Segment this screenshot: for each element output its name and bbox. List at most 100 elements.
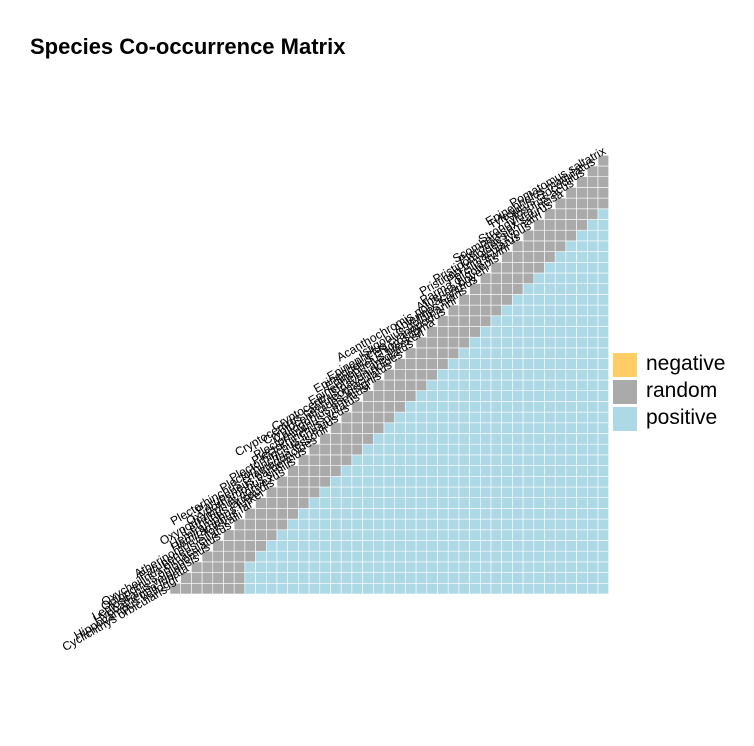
- matrix-cell-positive: [447, 433, 460, 445]
- matrix-cell-positive: [533, 572, 545, 584]
- matrix-cell-positive: [287, 540, 299, 552]
- matrix-cell-positive: [415, 465, 428, 477]
- matrix-cell-positive: [512, 315, 524, 327]
- matrix-cell-positive: [565, 304, 577, 317]
- matrix-cell-positive: [426, 411, 438, 424]
- matrix-cell-positive: [394, 433, 406, 445]
- matrix-cell-positive: [586, 229, 599, 242]
- matrix-cell-positive: [544, 433, 556, 445]
- matrix-cell-positive: [490, 422, 502, 434]
- matrix-cell-positive: [308, 508, 321, 520]
- matrix-cell-positive: [501, 304, 513, 317]
- matrix-cell-positive: [308, 561, 321, 573]
- matrix-cell-positive: [576, 294, 588, 306]
- matrix-cell-positive: [383, 475, 395, 488]
- matrix-cell-positive: [586, 411, 599, 424]
- matrix-cell-positive: [490, 358, 502, 370]
- matrix-cell-random: [405, 368, 417, 381]
- matrix-cell-random: [383, 401, 395, 413]
- matrix-cell-positive: [501, 422, 513, 434]
- matrix-cell-positive: [372, 454, 385, 466]
- matrix-cell-random: [597, 187, 609, 199]
- matrix-cell-positive: [597, 229, 609, 242]
- matrix-cell-positive: [597, 433, 609, 445]
- matrix-cell-positive: [469, 379, 481, 391]
- matrix-cell-positive: [565, 315, 577, 327]
- matrix-cell-positive: [501, 379, 513, 391]
- matrix-cell-positive: [383, 561, 395, 573]
- matrix-cell-positive: [533, 272, 545, 284]
- matrix-cell-positive: [554, 294, 567, 306]
- matrix-cell-positive: [426, 497, 438, 509]
- matrix-cell-positive: [533, 518, 545, 531]
- matrix-cell-positive: [512, 358, 524, 370]
- matrix-cell-positive: [576, 561, 588, 573]
- matrix-cell-positive: [586, 582, 599, 595]
- matrix-cell-positive: [597, 454, 609, 466]
- matrix-cell-random: [372, 422, 385, 434]
- matrix-cell-positive: [501, 358, 513, 370]
- matrix-cell-positive: [490, 529, 502, 541]
- matrix-cell-positive: [469, 422, 481, 434]
- matrix-cell-positive: [597, 572, 609, 584]
- matrix-cell-positive: [362, 475, 374, 488]
- matrix-cell-positive: [469, 561, 481, 573]
- matrix-cell-positive: [490, 401, 502, 413]
- matrix-cell-random: [479, 283, 492, 295]
- matrix-cell-positive: [576, 272, 588, 284]
- matrix-cell-positive: [490, 561, 502, 573]
- matrix-cell-positive: [287, 550, 299, 563]
- matrix-cell-positive: [415, 443, 428, 456]
- matrix-cell-positive: [383, 508, 395, 520]
- matrix-cell-positive: [319, 540, 331, 552]
- matrix-cell-positive: [544, 315, 556, 327]
- matrix-cell-positive: [469, 486, 481, 498]
- matrix-cell-positive: [437, 508, 449, 520]
- matrix-cell-positive: [554, 572, 567, 584]
- matrix-cell-positive: [533, 529, 545, 541]
- matrix-cell-positive: [479, 379, 492, 391]
- matrix-cell-positive: [372, 561, 385, 573]
- matrix-cell-positive: [512, 550, 524, 563]
- matrix-cell-positive: [565, 443, 577, 456]
- matrix-cell-positive: [501, 326, 513, 338]
- matrix-cell-positive: [447, 443, 460, 456]
- matrix-cell-positive: [565, 454, 577, 466]
- matrix-cell-positive: [501, 336, 513, 349]
- matrix-cell-positive: [512, 411, 524, 424]
- matrix-cell-positive: [330, 582, 342, 595]
- matrix-cell-positive: [597, 294, 609, 306]
- matrix-cell-positive: [362, 486, 374, 498]
- matrix-cell-positive: [490, 315, 502, 327]
- matrix-cell-random: [351, 411, 363, 424]
- matrix-cell-positive: [372, 497, 385, 509]
- matrix-cell-positive: [437, 518, 449, 531]
- matrix-cell-positive: [362, 443, 374, 456]
- matrix-cell-positive: [512, 486, 524, 498]
- matrix-cell-positive: [458, 572, 470, 584]
- matrix-cell-positive: [544, 497, 556, 509]
- matrix-cell-positive: [586, 422, 599, 434]
- matrix-cell-positive: [565, 240, 577, 252]
- matrix-cell-random: [308, 486, 321, 498]
- matrix-cell-positive: [276, 572, 288, 584]
- matrix-cell-positive: [576, 411, 588, 424]
- matrix-cell-positive: [458, 497, 470, 509]
- matrix-cell-positive: [565, 358, 577, 370]
- matrix-cell-positive: [244, 572, 256, 584]
- matrix-cell-positive: [308, 572, 321, 584]
- matrix-cell-positive: [576, 572, 588, 584]
- matrix-cell-positive: [308, 497, 321, 509]
- matrix-cell-positive: [394, 497, 406, 509]
- matrix-cell-positive: [597, 401, 609, 413]
- matrix-cell-positive: [565, 422, 577, 434]
- matrix-cell-positive: [501, 347, 513, 359]
- matrix-cell-positive: [576, 283, 588, 295]
- matrix-cell-positive: [554, 315, 567, 327]
- matrix-cell-positive: [544, 454, 556, 466]
- matrix-cell-positive: [479, 433, 492, 445]
- matrix-cell-positive: [276, 550, 288, 563]
- matrix-cell-positive: [437, 401, 449, 413]
- matrix-cell-positive: [565, 572, 577, 584]
- matrix-cell-positive: [501, 529, 513, 541]
